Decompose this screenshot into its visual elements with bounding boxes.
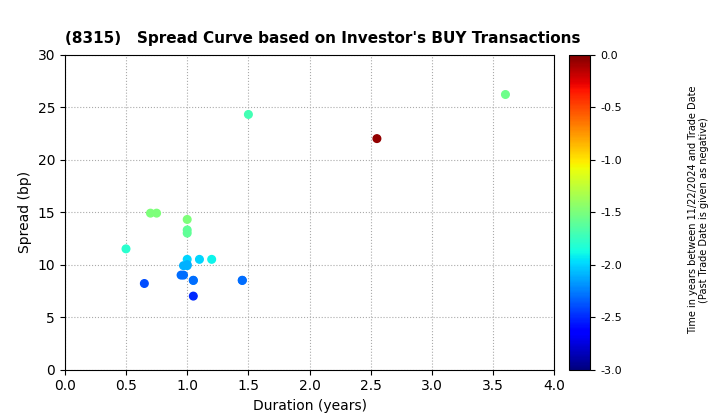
- Point: [206, 256, 217, 263]
- Point: [187, 277, 199, 284]
- Point: [187, 293, 199, 299]
- Point: [178, 262, 189, 269]
- Point: [139, 280, 150, 287]
- Point: [181, 226, 193, 233]
- Point: [176, 272, 187, 278]
- Point: [194, 256, 205, 263]
- Point: [181, 262, 193, 269]
- Point: [236, 277, 248, 284]
- Y-axis label: Spread (bp): Spread (bp): [18, 171, 32, 253]
- Point: [243, 111, 254, 118]
- Point: [187, 277, 199, 284]
- Point: [145, 210, 156, 216]
- Text: (8315)   Spread Curve based on Investor's BUY Transactions: (8315) Spread Curve based on Investor's …: [65, 32, 580, 47]
- Point: [181, 256, 193, 263]
- Point: [181, 216, 193, 223]
- Point: [178, 272, 189, 278]
- Point: [120, 245, 132, 252]
- X-axis label: Duration (years): Duration (years): [253, 399, 366, 413]
- Point: [181, 261, 193, 268]
- Point: [236, 277, 248, 284]
- Point: [500, 91, 511, 98]
- Point: [372, 135, 383, 142]
- Point: [181, 230, 193, 236]
- Point: [151, 210, 163, 216]
- Text: Time in years between 11/22/2024 and Trade Date
(Past Trade Date is given as neg: Time in years between 11/22/2024 and Tra…: [688, 86, 709, 334]
